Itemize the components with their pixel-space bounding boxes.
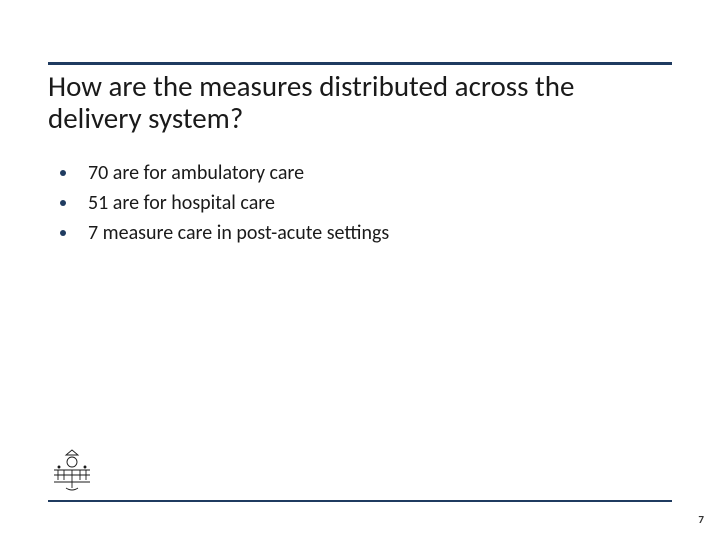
bullet-text: 7 measure care in post-acute settings — [88, 220, 389, 246]
slide: How are the measures distributed across … — [0, 0, 720, 540]
logo-icon — [48, 448, 96, 492]
bullet-icon — [60, 200, 66, 206]
bullet-icon — [60, 230, 66, 236]
bullet-text: 51 are for hospital care — [88, 190, 275, 216]
page-number: 7 — [698, 513, 704, 526]
top-rule — [48, 62, 672, 65]
list-item: 51 are for hospital care — [60, 190, 672, 216]
list-item: 7 measure care in post-acute settings — [60, 220, 672, 246]
slide-title: How are the measures distributed across … — [48, 70, 672, 135]
bullet-icon — [60, 170, 66, 176]
bullet-text: 70 are for ambulatory care — [88, 160, 304, 186]
list-item: 70 are for ambulatory care — [60, 160, 672, 186]
bullet-list: 70 are for ambulatory care 51 are for ho… — [60, 160, 672, 250]
bottom-rule — [48, 500, 672, 502]
